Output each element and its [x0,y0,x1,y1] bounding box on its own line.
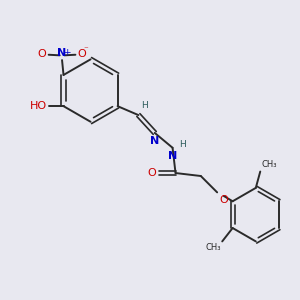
Text: ⁻: ⁻ [84,45,88,54]
Text: O: O [77,49,86,59]
Text: N: N [168,151,177,161]
Text: N: N [150,136,159,146]
Text: H: H [179,140,186,149]
Text: +: + [63,48,70,57]
Text: O: O [38,49,46,59]
Text: CH₃: CH₃ [261,160,277,169]
Text: O: O [148,168,156,178]
Text: N: N [57,48,67,58]
Text: HO: HO [30,100,47,111]
Text: CH₃: CH₃ [206,244,221,253]
Text: O: O [220,195,228,205]
Text: H: H [141,101,148,110]
